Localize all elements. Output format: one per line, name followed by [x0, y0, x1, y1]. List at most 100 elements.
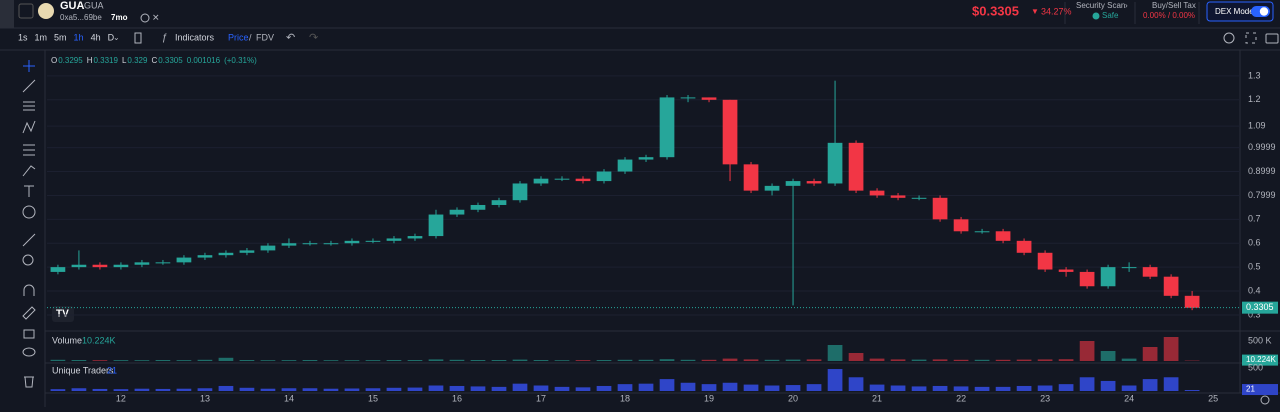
security-status[interactable]: Safe: [1102, 11, 1119, 20]
y-tick-label: 0.9999: [1248, 142, 1276, 152]
volume-bar: [681, 360, 696, 361]
y-tick-label: 500: [1248, 362, 1263, 372]
volume-bar: [1017, 360, 1032, 361]
volume-title: Volume: [52, 335, 82, 345]
traders-bar: [324, 389, 339, 391]
volume-value: 10.224K: [82, 335, 116, 345]
token-age: 7mo: [111, 13, 128, 22]
traders-bar: [912, 386, 927, 391]
dex-mode-label: DEX Mode: [1215, 7, 1254, 16]
traders-bar: [765, 386, 780, 391]
candle-body: [1038, 253, 1053, 270]
tax-title: Buy/Sell Tax: [1152, 1, 1196, 10]
volume-bar: [849, 353, 864, 361]
y-tick-label: 0.4: [1248, 285, 1261, 295]
volume-bar: [891, 359, 906, 361]
candle-body: [1185, 296, 1200, 308]
candle-body: [471, 205, 486, 210]
price-toggle[interactable]: Price: [228, 32, 249, 42]
volume-bar: [954, 360, 969, 361]
traders-bar: [975, 387, 990, 391]
x-tick-label: 20: [788, 393, 798, 403]
candle-body: [891, 195, 906, 197]
safe-icon: [1093, 13, 1100, 20]
candle-body: [135, 262, 150, 264]
candle-body: [51, 267, 66, 272]
volume-bar: [1101, 351, 1116, 361]
traders-bar: [261, 389, 276, 391]
legend-value: 0.3295: [58, 56, 83, 65]
volume-bar: [912, 360, 927, 361]
volume-bar: [282, 360, 297, 361]
candle-body: [975, 231, 990, 232]
dex-toggle-knob: [1260, 7, 1268, 15]
traders-bar: [240, 388, 255, 391]
y-tick-label: 1.3: [1248, 70, 1261, 80]
traders-bar: [156, 389, 171, 391]
collapse-button[interactable]: [0, 0, 14, 28]
volume-bar: [345, 360, 360, 361]
traders-bar: [303, 388, 318, 391]
candle-body: [513, 183, 528, 200]
interval-button[interactable]: 1h: [74, 32, 84, 42]
volume-bar: [534, 360, 549, 361]
volume-bar: [1164, 337, 1179, 361]
x-tick-label: 16: [452, 393, 462, 403]
y-tick-label: 0.6: [1248, 238, 1261, 248]
change-arrow: ▼: [1031, 7, 1039, 16]
traders-bar: [639, 384, 654, 391]
volume-bar: [492, 360, 507, 361]
legend-value: (+0.31%): [224, 56, 257, 65]
candle-body: [303, 243, 318, 244]
fdv-toggle[interactable]: FDV: [256, 32, 274, 42]
x-tick-label: 18: [620, 393, 630, 403]
interval-button[interactable]: 1m: [35, 32, 48, 42]
y-tick-label: 500 K: [1248, 335, 1272, 345]
volume-bar: [1122, 359, 1137, 361]
candle-body: [1101, 267, 1116, 286]
traders-bar: [429, 386, 444, 391]
y-tick-label: 0.8999: [1248, 166, 1276, 176]
volume-bar: [177, 360, 192, 361]
x-icon[interactable]: ✕: [152, 12, 160, 22]
interval-button[interactable]: 5m: [54, 32, 67, 42]
traders-bar: [954, 386, 969, 391]
indicators-icon: ƒ: [162, 33, 168, 44]
traders-bar: [618, 384, 633, 391]
traders-bar: [681, 383, 696, 391]
candle-body: [1059, 270, 1074, 272]
traders-bar: [450, 386, 465, 391]
interval-button[interactable]: 4h: [91, 32, 101, 42]
candle-body: [765, 186, 780, 191]
volume-bar: [597, 360, 612, 361]
traders-title: Unique Traders: [52, 365, 114, 375]
traders-bar: [408, 388, 423, 391]
candle-body: [702, 97, 717, 99]
price-badge-label: 0.3305: [1246, 302, 1274, 312]
candle-body: [744, 164, 759, 190]
redo-button[interactable]: ↷: [309, 32, 318, 44]
interval-menu[interactable]: ⌄: [113, 33, 120, 42]
volume-bar: [156, 360, 171, 361]
undo-button[interactable]: ↶: [286, 32, 295, 44]
traders-badge-label: 21: [1246, 385, 1255, 394]
indicators-button[interactable]: Indicators: [175, 32, 215, 42]
y-tick-label: 0.7: [1248, 214, 1261, 224]
traders-bar: [723, 383, 738, 391]
price: $0.3305: [972, 3, 1019, 18]
volume-bar: [198, 360, 213, 361]
interval-button[interactable]: 1s: [18, 32, 28, 42]
traders-bar: [849, 377, 864, 391]
traders-bar: [996, 387, 1011, 391]
traders-bar: [807, 384, 822, 391]
legend-value: 0.3319: [93, 56, 118, 65]
volume-bar: [135, 360, 150, 361]
traders-value: 21: [107, 365, 117, 375]
x-tick-label: 22: [956, 393, 966, 403]
address[interactable]: 0xa5...69be: [60, 13, 102, 22]
traders-bar: [492, 387, 507, 391]
traders-bar: [891, 386, 906, 391]
candle-body: [849, 143, 864, 191]
traders-bar: [1164, 377, 1179, 391]
